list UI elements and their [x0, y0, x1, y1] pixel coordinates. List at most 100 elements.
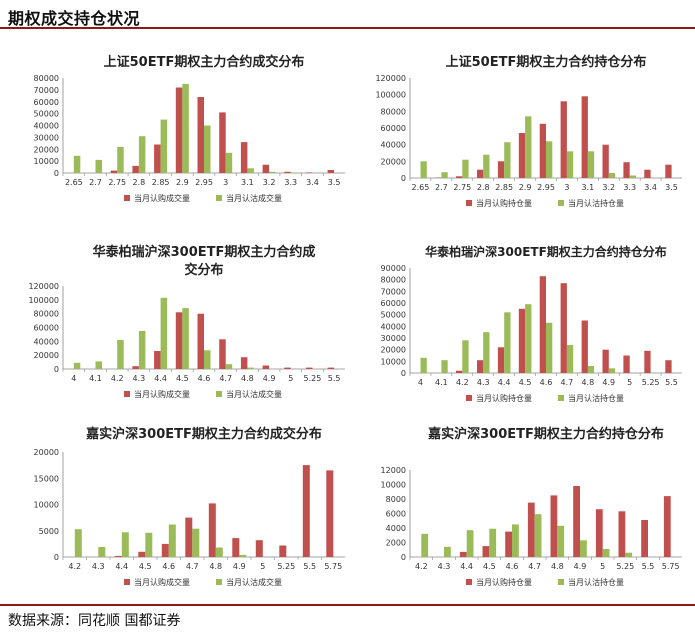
y-tick-label: 10000: [34, 501, 59, 510]
y-tick-label: 0: [54, 365, 59, 374]
y-tick-label: 120000: [375, 74, 406, 83]
x-tick-label: 4.1: [89, 374, 102, 383]
y-tick-label: 0: [401, 369, 406, 378]
x-tick-label: 2.85: [495, 183, 513, 192]
put-bar: [608, 173, 616, 178]
put-bar: [168, 524, 176, 557]
y-tick-label: 2000: [386, 539, 406, 548]
put-bar: [602, 549, 610, 557]
legend-swatch-put: [558, 200, 564, 206]
legend-swatch-put: [216, 391, 222, 397]
x-tick-label: 4.6: [198, 374, 211, 383]
x-tick-label: 2.9: [519, 183, 532, 192]
put-bar: [525, 116, 532, 178]
y-tick-label: 10000: [381, 357, 406, 366]
call-bar: [284, 367, 291, 369]
put-bar: [117, 340, 124, 369]
legend-swatch-call: [466, 579, 472, 585]
x-tick-label: 4.5: [519, 378, 532, 387]
call-bar: [560, 101, 567, 178]
put-bar: [534, 514, 542, 557]
put-bar: [483, 332, 490, 373]
y-tick-label: 20000: [381, 346, 406, 355]
put-bar: [504, 142, 511, 178]
put-bar: [444, 546, 451, 557]
put-bar: [629, 175, 636, 178]
put-bar: [462, 340, 469, 373]
call-bar: [497, 347, 505, 373]
put-bar: [160, 297, 168, 369]
x-tick-label: 2.9: [176, 178, 189, 187]
x-tick-label: 2.85: [152, 178, 170, 187]
y-tick-label: 50000: [34, 110, 59, 119]
call-bar: [505, 531, 512, 557]
x-tick-label: 4.4: [154, 374, 167, 383]
put-bar: [204, 350, 211, 369]
call-bar: [232, 538, 240, 557]
x-tick-label: 4.6: [540, 378, 553, 387]
put-bar: [98, 547, 106, 557]
call-bar: [665, 360, 672, 373]
put-bar: [138, 136, 146, 173]
x-tick-label: 4.5: [139, 562, 152, 571]
chart-title: 华泰柏瑞沪深300ETF期权主力合约持仓分布: [425, 244, 667, 259]
y-tick-label: 80000: [34, 310, 59, 319]
put-bar: [160, 119, 168, 173]
x-tick-label: 5.25: [642, 378, 660, 387]
chart-huatai300-open-interest: 华泰柏瑞沪深300ETF期权主力合约持仓分布 0 10000 20000 30000 40…: [355, 240, 690, 415]
put-bar: [462, 159, 469, 178]
y-tick-label: 20000: [34, 145, 59, 154]
y-tick-label: 20000: [34, 351, 59, 360]
put-bar: [247, 367, 254, 369]
y-tick-label: 0: [54, 169, 59, 178]
call-bar: [306, 172, 313, 173]
x-tick-label: 5.5: [642, 562, 655, 571]
data-source: 数据来源：同花顺 国都证券: [8, 613, 181, 629]
call-bar: [110, 170, 118, 173]
call-bar: [550, 495, 558, 557]
y-tick-label: 12000: [381, 466, 406, 475]
call-bar: [302, 465, 310, 557]
call-bar: [644, 350, 651, 373]
legend-label: 当月认沽成交量: [226, 389, 282, 399]
x-tick-label: 4.3: [477, 378, 490, 387]
call-bar: [518, 133, 526, 178]
y-tick-label: 4000: [386, 524, 406, 533]
x-tick-label: 3.4: [644, 183, 657, 192]
call-bar: [595, 509, 603, 557]
y-tick-label: 100000: [375, 91, 406, 100]
x-tick-label: 4.9: [233, 562, 246, 571]
put-bar: [441, 360, 448, 373]
put-bar: [420, 357, 427, 373]
call-bar: [208, 503, 216, 557]
y-tick-label: 8000: [386, 495, 406, 504]
x-tick-label: 2.7: [89, 178, 102, 187]
put-bar: [290, 172, 298, 173]
x-tick-label: 3.3: [623, 183, 636, 192]
y-tick-label: 70000: [34, 86, 59, 95]
x-tick-label: 4.5: [176, 374, 189, 383]
put-bar: [74, 529, 82, 557]
call-bar: [527, 502, 535, 557]
put-bar: [269, 171, 276, 173]
y-tick-label: 60000: [34, 324, 59, 333]
y-tick-label: 0: [401, 553, 406, 562]
put-bar: [247, 168, 254, 174]
call-bar: [560, 283, 567, 373]
chart-title: 嘉实沪深300ETF期权主力合约成交分布: [85, 426, 322, 442]
call-bar: [279, 545, 287, 557]
y-tick-label: 40000: [34, 337, 59, 346]
put-bar: [225, 364, 233, 369]
call-bar: [240, 142, 248, 173]
y-tick-label: 0: [401, 174, 406, 183]
call-bar: [154, 144, 161, 173]
y-tick-label: 40000: [381, 141, 406, 150]
call-bar: [197, 97, 204, 173]
x-tick-label: 3.3: [284, 178, 297, 187]
call-bar: [623, 162, 630, 178]
call-bar: [581, 320, 588, 373]
x-tick-label: 2.8: [477, 183, 490, 192]
x-tick-label: 4.7: [528, 562, 541, 571]
call-bar: [618, 511, 626, 557]
call-bar: [518, 308, 526, 373]
